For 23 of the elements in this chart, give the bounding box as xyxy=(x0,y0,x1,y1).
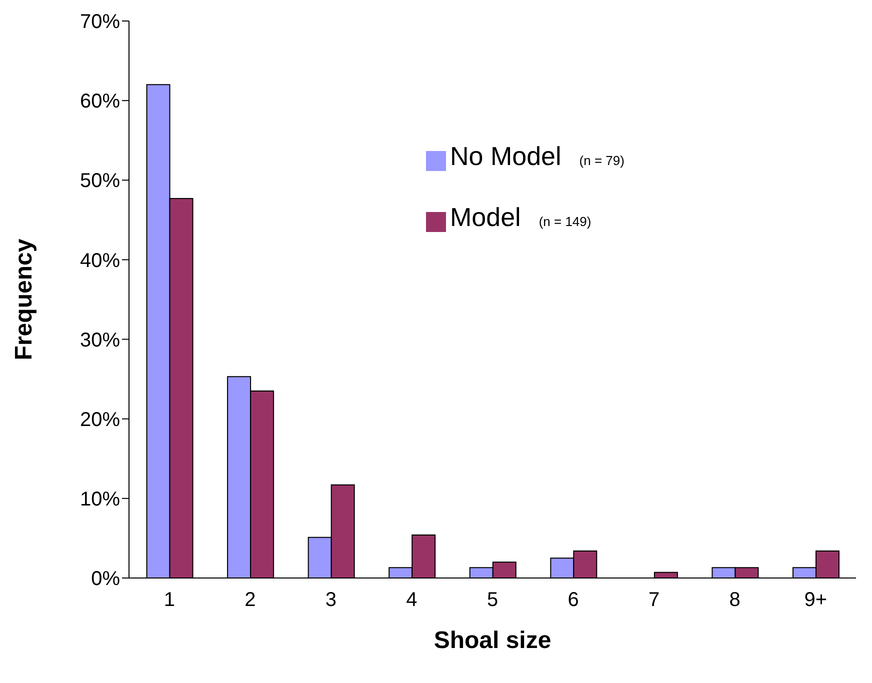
x-tick-label: 5 xyxy=(486,589,498,612)
x-tick-label: 3 xyxy=(325,589,337,612)
x-tick-label: 2 xyxy=(244,589,256,612)
x-tick-label: 7 xyxy=(648,589,660,612)
y-tick-label: 10% xyxy=(80,488,120,511)
y-tick-label: 40% xyxy=(80,250,120,272)
y-tick-label: 60% xyxy=(80,90,120,113)
y-tick-label: 50% xyxy=(80,170,120,192)
x-tick-label: 8 xyxy=(729,589,740,612)
legend-label: Model xyxy=(450,202,521,232)
y-tick-label: 20% xyxy=(80,408,120,431)
legend-label: No Model xyxy=(450,141,562,171)
y-tick-label: 0% xyxy=(91,568,120,590)
y-tick-label: 70% xyxy=(80,11,120,34)
x-axis-title: Shoal size xyxy=(434,627,552,654)
y-tick-label: 30% xyxy=(80,329,120,352)
y-axis-title: Frequency xyxy=(10,238,38,360)
annotation: (n = 79) xyxy=(579,153,624,168)
x-tick-label: 1 xyxy=(164,589,175,612)
annotation: (n = 149) xyxy=(538,214,592,229)
x-tick-label: 6 xyxy=(568,589,579,612)
x-tick-label: 9+ xyxy=(804,589,828,612)
x-tick-label: 4 xyxy=(406,589,418,612)
